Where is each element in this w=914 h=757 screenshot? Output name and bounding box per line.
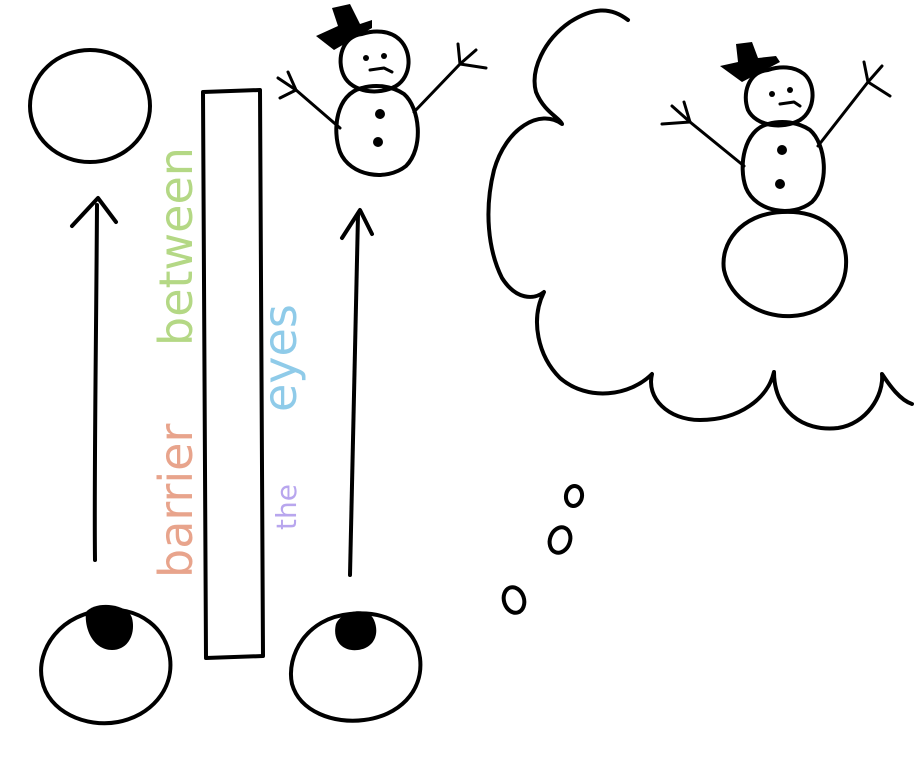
left-eyeball-icon <box>39 604 173 726</box>
thought-bubble-medium-icon <box>547 525 573 555</box>
label-between: between <box>149 147 203 346</box>
label-barrier: barrier <box>149 424 203 578</box>
svg-text:the: the <box>270 484 303 530</box>
label-eyes: eyes <box>253 304 307 412</box>
thought-bubble-large-icon <box>501 585 527 615</box>
svg-text:eyes: eyes <box>253 304 307 412</box>
left-arrow-up-icon <box>70 196 118 562</box>
target-circle-icon <box>28 48 152 164</box>
the-eyes-label: the eyes <box>253 304 307 530</box>
thought-cloud-icon <box>486 8 914 431</box>
imagined-snowman-icon <box>660 42 892 319</box>
right-arrow-up-icon <box>340 208 374 577</box>
label-the: the <box>270 484 303 530</box>
svg-text:barrier: barrier <box>149 424 203 578</box>
right-eyeball-icon <box>289 611 423 723</box>
snowman-icon <box>276 4 488 177</box>
thought-bubble-small-icon <box>563 484 585 508</box>
svg-text:between: between <box>149 147 203 346</box>
barrier-rectangle <box>201 88 265 660</box>
barrier-between-label: barrier between <box>149 147 203 578</box>
